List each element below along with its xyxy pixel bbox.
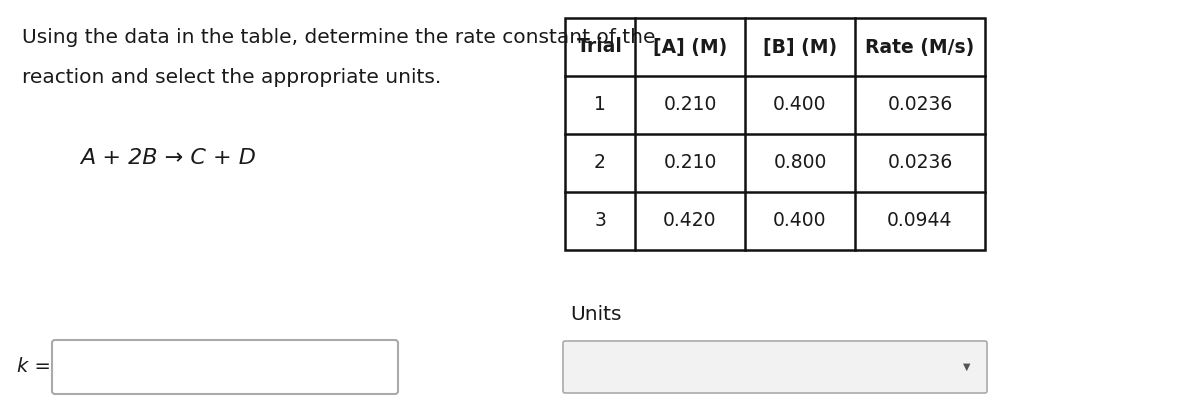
Text: A + 2B → C + D: A + 2B → C + D <box>80 148 256 168</box>
Text: 0.0236: 0.0236 <box>887 154 953 173</box>
Text: [A] (M): [A] (M) <box>653 38 727 57</box>
Text: Rate (M/s): Rate (M/s) <box>865 38 974 57</box>
FancyBboxPatch shape <box>52 340 398 394</box>
Text: 0.420: 0.420 <box>664 211 716 230</box>
FancyBboxPatch shape <box>563 341 986 393</box>
Text: 1: 1 <box>594 95 606 114</box>
Text: 0.210: 0.210 <box>664 154 716 173</box>
Text: 0.210: 0.210 <box>664 95 716 114</box>
Text: 2: 2 <box>594 154 606 173</box>
Text: ▼: ▼ <box>964 362 971 372</box>
Text: 0.0236: 0.0236 <box>887 95 953 114</box>
Text: 0.0944: 0.0944 <box>887 211 953 230</box>
Text: [B] (M): [B] (M) <box>763 38 838 57</box>
Text: 0.800: 0.800 <box>773 154 827 173</box>
Bar <box>565 18 985 250</box>
Text: Trial: Trial <box>577 38 623 57</box>
Text: 3: 3 <box>594 211 606 230</box>
Text: Units: Units <box>570 305 622 324</box>
Text: 0.400: 0.400 <box>773 211 827 230</box>
Text: reaction and select the appropriate units.: reaction and select the appropriate unit… <box>22 68 442 87</box>
Text: k =: k = <box>17 358 50 377</box>
Text: 0.400: 0.400 <box>773 95 827 114</box>
Text: Using the data in the table, determine the rate constant of the: Using the data in the table, determine t… <box>22 28 655 47</box>
